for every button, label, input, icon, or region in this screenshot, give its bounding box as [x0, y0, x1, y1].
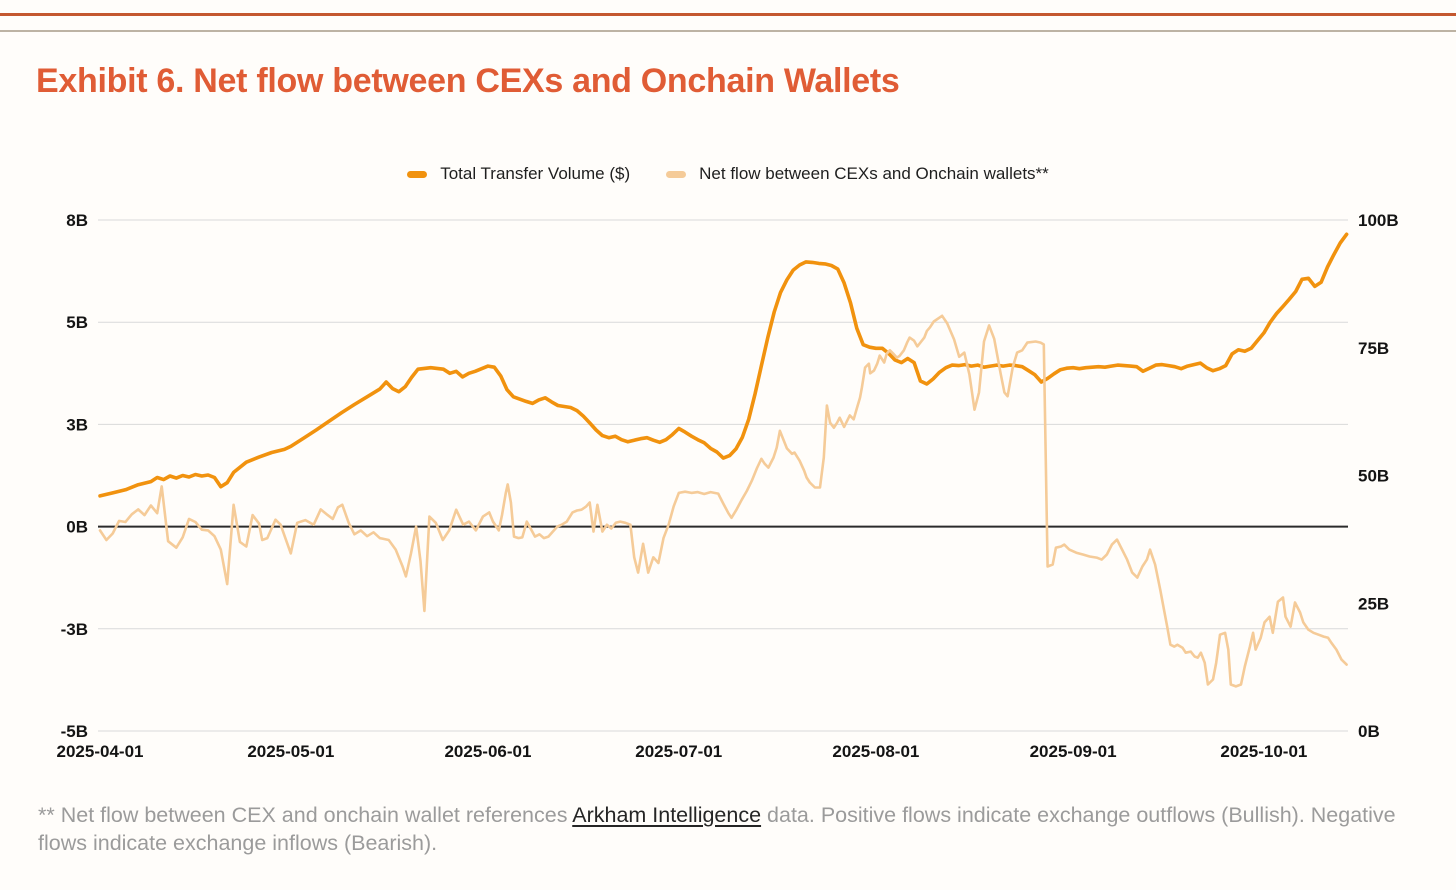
legend-label: Net flow between CEXs and Onchain wallet…	[699, 164, 1049, 183]
x-axis-tick-label: 2025-06-01	[444, 742, 531, 761]
left-axis-tick-label: 3B	[66, 415, 88, 434]
right-axis-tick-label: 100B	[1358, 211, 1399, 230]
left-axis-tick-label: 5B	[66, 313, 88, 332]
legend-item-net-flow[interactable]: Net flow between CEXs and Onchain wallet…	[666, 164, 1049, 184]
net-flow-line	[98, 314, 1348, 688]
total-transfer-volume-line	[98, 232, 1349, 498]
x-axis-tick-label: 2025-08-01	[832, 742, 919, 761]
right-axis-tick-label: 0B	[1358, 722, 1380, 741]
x-axis-tick-label: 2025-09-01	[1030, 742, 1117, 761]
left-axis-tick-label: -3B	[61, 620, 88, 639]
secondary-rule	[0, 30, 1456, 32]
right-axis-tick-label: 75B	[1358, 339, 1389, 358]
exhibit-title: Exhibit 6. Net flow between CEXs and Onc…	[36, 62, 900, 100]
top-accent-rule	[0, 13, 1456, 16]
x-axis-tick-label: 2025-07-01	[635, 742, 722, 761]
left-axis-tick-label: -5B	[61, 722, 88, 741]
left-axis-tick-label: 0B	[66, 518, 88, 537]
left-axis-tick-label: 8B	[66, 211, 88, 230]
chart-legend: Total Transfer Volume ($) Net flow betwe…	[0, 164, 1456, 184]
legend-label: Total Transfer Volume ($)	[440, 164, 631, 183]
footnote-suffix: data. Positive flows indicate exchange o…	[38, 803, 1396, 855]
chart-footnote: ** Net flow between CEX and onchain wall…	[38, 802, 1428, 858]
right-axis-tick-label: 25B	[1358, 594, 1389, 613]
right-axis-tick-label: 50B	[1358, 467, 1389, 486]
footnote-prefix: ** Net flow between CEX and onchain wall…	[38, 803, 573, 827]
x-axis-tick-label: 2025-04-01	[57, 742, 144, 761]
x-axis-tick-label: 2025-10-01	[1220, 742, 1307, 761]
x-axis-tick-label: 2025-05-01	[247, 742, 334, 761]
arkham-intelligence-link[interactable]: Arkham Intelligence	[572, 803, 762, 827]
legend-swatch-orange	[407, 170, 428, 178]
legend-swatch-peach	[666, 170, 687, 178]
legend-item-total-transfer-volume[interactable]: Total Transfer Volume ($)	[407, 164, 630, 184]
